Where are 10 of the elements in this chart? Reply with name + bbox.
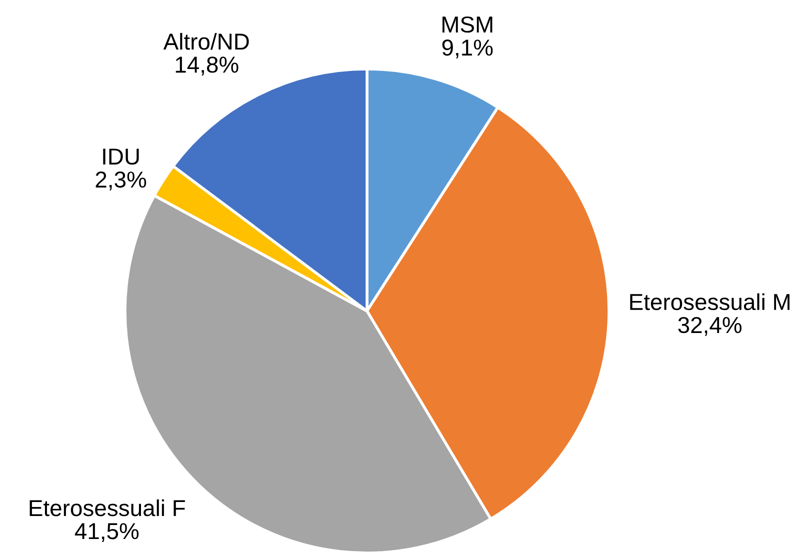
data-label: 14,8% <box>176 56 238 76</box>
slice-label: Eterosessuali F <box>30 499 185 516</box>
data-label: 9,1% <box>442 39 493 58</box>
data-label: 41,5% <box>74 523 139 542</box>
slice-label: Altro/ND <box>163 32 249 50</box>
slice-label: MSM <box>442 16 492 33</box>
data-label: 32,4% <box>678 316 742 336</box>
slice-label: IDU <box>103 148 139 165</box>
slice-label: Eterosessuali M <box>630 293 790 310</box>
data-label: 2,3% <box>96 171 146 190</box>
